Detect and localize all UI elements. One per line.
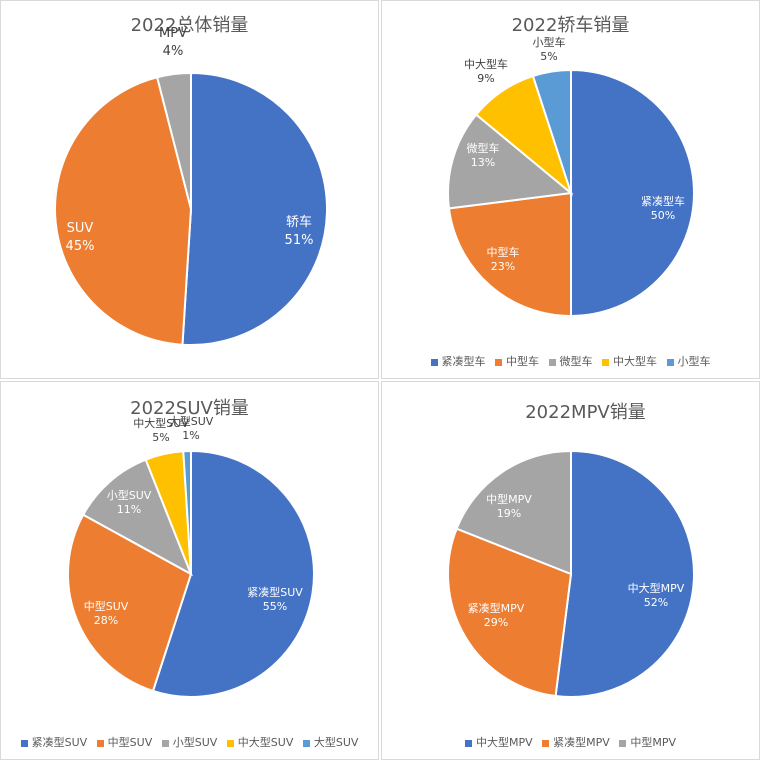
legend: 紧凑型SUV 中型SUV 小型SUV 中大型SUV 大型SUV <box>1 734 378 750</box>
data-label-compact-suv: 紧凑型SUV 55% <box>247 586 303 613</box>
legend: 紧凑型车 中型车 微型车 中大型车 小型车 <box>382 353 759 369</box>
legend-swatch-icon <box>161 739 169 747</box>
pie-slice <box>531 68 572 194</box>
legend-item: 小型SUV <box>161 734 217 750</box>
legend-item: 紧凑型SUV <box>20 734 87 750</box>
pie-slice <box>155 71 192 210</box>
legend-item: 中型SUV <box>96 734 152 750</box>
pie-slice <box>151 449 315 698</box>
chart-panel-suv: 2022SUV销量 中大型SUV 5% 大型SUV 1% 小型SUV 11% 紧凑型S… <box>0 381 379 760</box>
data-label-midlarge: 中大型车 9% <box>464 58 508 85</box>
chart-title: 2022MPV销量 <box>525 402 646 423</box>
data-label-mid: 中型车 23% <box>486 246 520 273</box>
data-label-large-suv: 大型SUV 1% <box>168 415 214 442</box>
legend-swatch-icon <box>548 358 556 366</box>
legend-swatch-icon <box>666 358 674 366</box>
chart-panel-total: 2022总体销量 MPV 4% 轿车 51% SUV 45% <box>0 0 379 379</box>
legend-swatch-icon <box>495 358 502 366</box>
legend-item: 小型车 <box>666 353 711 369</box>
legend-item: 中型MPV <box>619 734 676 750</box>
chart-panel-mpv: 2022MPV销量 中型MPV 19% 中大型MPV 52% 紧凑型MPV 29% 中… <box>381 381 760 760</box>
pie-slice <box>447 527 573 698</box>
data-label-midlarge-mpv: 中大型MPV 52% <box>627 582 685 609</box>
data-label-micro: 微型车 13% <box>466 142 500 169</box>
pie-slice <box>554 449 695 698</box>
pie-slice <box>81 458 193 577</box>
data-label-mpv: MPV 4% <box>159 26 187 59</box>
pie-sedan <box>447 68 695 318</box>
legend-item: 紧凑型MPV <box>542 734 610 750</box>
data-label-mid-suv: 中型SUV 28% <box>83 600 129 627</box>
pie-slice <box>181 71 328 346</box>
data-label-small: 小型车 5% <box>532 36 566 63</box>
data-label-midlarge-suv: 中大型SUV 5% <box>133 417 189 444</box>
pie-slice <box>67 513 193 693</box>
pie-total <box>54 71 328 346</box>
legend-swatch-icon <box>302 739 310 747</box>
legend: 中大型MPV 紧凑型MPV 中型MPV <box>382 734 759 750</box>
legend-swatch-icon <box>465 739 473 747</box>
legend-item: 大型SUV <box>302 734 358 750</box>
legend-item: 中大型MPV <box>465 734 533 750</box>
data-label-sedan: 轿车 51% <box>284 215 314 248</box>
chart-title: 2022总体销量 <box>130 15 249 36</box>
pie-slice <box>570 68 695 318</box>
data-label-compact-mpv: 紧凑型MPV 29% <box>467 602 525 629</box>
legend-swatch-icon <box>430 358 438 366</box>
legend-swatch-icon <box>226 739 234 747</box>
legend-swatch-icon <box>20 739 28 747</box>
legend-item: 中大型SUV <box>226 734 293 750</box>
legend-item: 紧凑型车 <box>430 353 486 369</box>
pie-suv <box>67 449 315 698</box>
pie-slice <box>447 191 572 318</box>
pie-slice <box>54 76 193 346</box>
data-label-small-suv: 小型SUV 11% <box>106 489 152 516</box>
data-label-mid-mpv: 中型MPV 19% <box>486 493 532 520</box>
legend-swatch-icon <box>542 739 550 747</box>
pie-slice <box>455 449 572 576</box>
legend-swatch-icon <box>96 739 104 747</box>
data-label-compact: 紧凑型车 50% <box>641 195 685 222</box>
pie-slice <box>182 449 192 575</box>
pie-mpv <box>447 449 695 698</box>
legend-swatch-icon <box>619 739 627 747</box>
legend-item: 微型车 <box>548 353 593 369</box>
chart-panel-sedan: 2022轿车销量 小型车 5% 中大型车 9% 微型车 13% 紧凑型车 50% 中型车… <box>381 0 760 379</box>
legend-item: 中型车 <box>495 353 539 369</box>
data-label-suv: SUV 45% <box>65 221 95 254</box>
pie-slice <box>447 113 574 210</box>
chart-title: 2022SUV销量 <box>130 398 249 419</box>
chart-title: 2022轿车销量 <box>511 15 630 36</box>
legend-swatch-icon <box>602 358 609 366</box>
legend-item: 中大型车 <box>602 353 657 369</box>
